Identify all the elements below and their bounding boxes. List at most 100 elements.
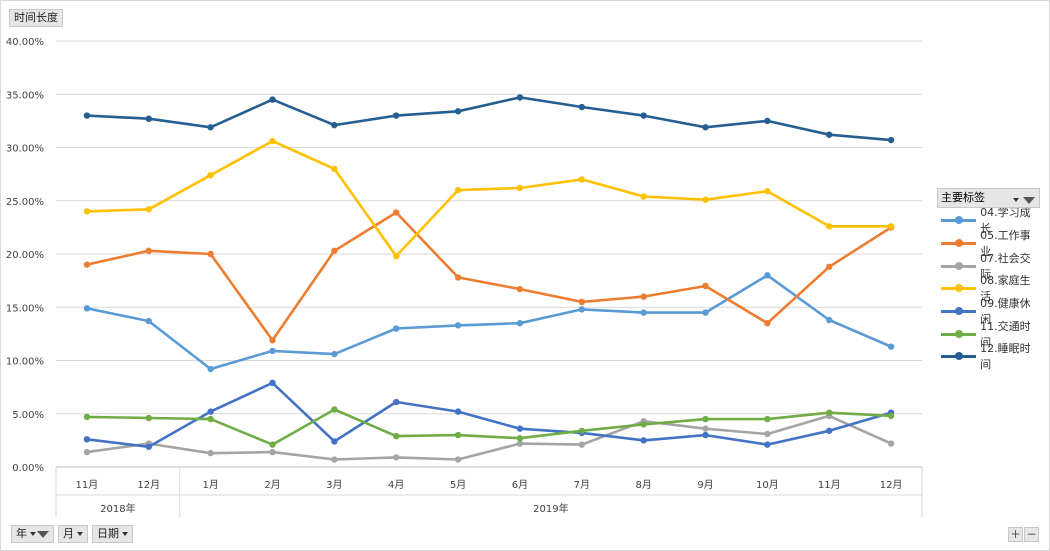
data-point — [454, 274, 462, 281]
legend-dropdown-icon[interactable] — [1012, 198, 1019, 202]
x-tick-label: 7月 — [574, 479, 590, 491]
y-tick-label: 15.00% — [6, 303, 44, 314]
data-point — [887, 223, 895, 230]
legend-label: 07.社会交际 — [980, 251, 1031, 281]
data-point — [83, 305, 91, 312]
plus-icon: + — [1010, 527, 1021, 541]
data-point — [516, 285, 524, 293]
data-point — [826, 316, 833, 324]
y-tick-label: 5.00% — [12, 410, 44, 421]
data-point — [393, 325, 400, 332]
data-point — [702, 196, 709, 203]
y-tick-label: 10.00% — [6, 357, 44, 368]
data-point — [826, 263, 833, 270]
minus-icon: − — [1026, 527, 1037, 541]
expand-button[interactable]: + — [1008, 527, 1023, 542]
data-point — [887, 343, 895, 350]
data-point — [83, 112, 91, 119]
legend-label: 12.睡眠时间 — [980, 342, 1031, 372]
filter-month-button[interactable]: 月 — [58, 525, 88, 543]
data-point — [702, 431, 709, 439]
data-point — [393, 432, 400, 440]
data-point — [207, 449, 214, 457]
x-tick-label: 11月 — [818, 479, 841, 491]
x-tick-label: 1月 — [202, 479, 218, 491]
data-point — [764, 320, 771, 327]
x-tick-label: 2月 — [264, 479, 280, 491]
legend-item: 07.社会交际 — [937, 252, 1040, 281]
data-point — [640, 293, 647, 300]
data-point — [578, 306, 585, 313]
filter-date-button[interactable]: 日期 — [92, 525, 133, 543]
y-tick-label: 0.00% — [12, 463, 44, 474]
data-point — [145, 414, 152, 422]
data-point — [145, 443, 152, 450]
data-point — [826, 131, 833, 138]
chevron-down-icon — [77, 532, 83, 536]
x-tick-label: 10月 — [756, 479, 779, 491]
legend: 主要标签 04.学习成长 05.工作事业 07.社会交际 08.家庭生活 09.健康休闲… — [937, 188, 1040, 371]
filter-month-label: 月 — [63, 527, 74, 540]
data-point — [764, 117, 771, 125]
data-point — [145, 115, 152, 122]
data-point — [331, 438, 338, 445]
legend-swatch — [941, 306, 977, 316]
data-point — [83, 261, 91, 268]
legend-header[interactable]: 主要标签 — [937, 188, 1040, 208]
legend-filter-icon[interactable] — [1023, 196, 1035, 204]
data-point — [578, 103, 585, 111]
data-point — [393, 112, 400, 119]
axis-filter-buttons: 年 月 日期 — [11, 525, 133, 543]
x-tick-label: 4月 — [388, 479, 404, 491]
series-line — [86, 381, 892, 449]
filter-year-button[interactable]: 年 — [11, 525, 54, 543]
legend-item: 12.睡眠时间 — [937, 342, 1040, 371]
data-point — [516, 184, 524, 192]
series-line — [86, 273, 892, 371]
data-point — [454, 431, 462, 439]
data-point — [331, 165, 338, 172]
legend-swatch — [941, 329, 977, 339]
data-point — [393, 398, 400, 406]
collapse-button[interactable]: − — [1024, 527, 1039, 542]
data-point — [578, 176, 585, 183]
filter-icon — [37, 530, 49, 538]
data-point — [454, 322, 462, 329]
x-tick-label: 8月 — [635, 479, 651, 491]
data-point — [331, 406, 338, 413]
legend-item: 05.工作事业 — [937, 229, 1040, 258]
data-point — [578, 298, 585, 306]
data-point — [702, 425, 709, 432]
legend-label: 04.学习成长 — [980, 206, 1031, 236]
legend-item: 09.健康休闲 — [937, 297, 1040, 326]
data-point — [640, 309, 647, 316]
series-line — [86, 408, 892, 446]
chevron-down-icon — [30, 532, 36, 536]
legend-swatch — [941, 238, 977, 248]
data-point — [269, 347, 276, 355]
data-point — [454, 456, 462, 463]
legend-swatch — [941, 215, 977, 225]
data-point — [578, 427, 585, 434]
value-field-label: 时间长度 — [14, 11, 58, 24]
filter-year-label: 年 — [16, 527, 27, 540]
x-tick-label: 12月 — [880, 479, 903, 491]
chevron-down-icon — [122, 532, 128, 536]
legend-item: 11.交通时间 — [937, 320, 1040, 349]
data-point — [207, 365, 214, 373]
data-point — [887, 412, 895, 420]
series-line — [86, 96, 892, 142]
year-group-label: 2018年 — [100, 502, 135, 515]
x-tick-label: 11月 — [76, 479, 99, 491]
x-tick-label: 12月 — [137, 479, 160, 491]
data-point — [516, 435, 524, 442]
data-point — [887, 136, 895, 144]
legend-swatch — [941, 283, 977, 293]
series-line — [86, 414, 892, 461]
data-point — [702, 124, 709, 131]
data-point — [207, 171, 214, 179]
x-tick-label: 3月 — [326, 479, 342, 491]
value-field-button[interactable]: 时间长度 — [9, 9, 63, 27]
data-point — [764, 441, 771, 448]
